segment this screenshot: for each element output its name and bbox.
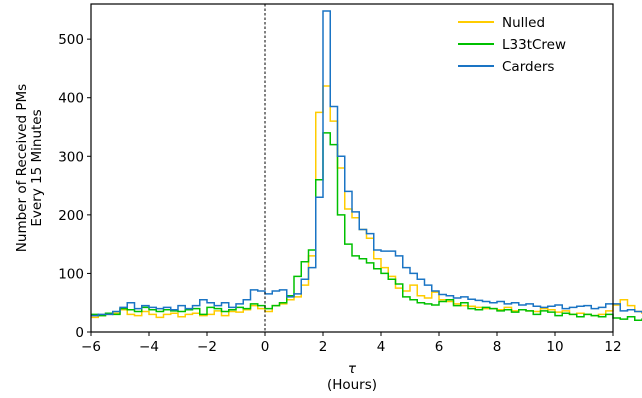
y-axis-label-line1: Number of Received PMs [14,84,30,252]
y-tick-label: 200 [58,208,84,224]
legend-label-l33tcrew: L33tCrew [502,37,566,53]
series-nulled-line [91,85,642,319]
x-tick-label: −2 [197,339,217,355]
x-tick-label: 10 [546,339,563,355]
x-tick-label: 4 [377,339,386,355]
y-tick-label: 0 [75,325,84,341]
plot-frame [90,3,614,333]
x-tick-label: 6 [435,339,444,355]
y-axis-label: Number of Received PMs Every 15 Minutes [14,84,45,252]
legend: Nulled L33tCrew Carders [458,15,566,75]
y-tick-label: 300 [58,149,84,165]
y-tick-label: 400 [58,91,84,107]
x-axis-label: τ [348,361,357,377]
y-axis-label-line2: Every 15 Minutes [29,109,45,226]
x-tick-label: −6 [81,339,101,355]
series-l33tcrew-line [91,132,642,322]
x-axis-unit-label: (Hours) [327,377,377,393]
x-axis-ticks: −6 −4 −2 0 2 4 6 8 10 12 [81,332,622,355]
y-axis-ticks: 0 100 200 300 400 500 [58,32,91,341]
legend-label-carders: Carders [502,59,554,75]
x-tick-label: 0 [261,339,270,355]
series-layer [91,10,642,322]
y-tick-label: 500 [58,32,84,48]
legend-label-nulled: Nulled [502,15,545,31]
y-tick-label: 100 [58,266,84,282]
x-tick-label: 12 [604,339,621,355]
x-tick-label: 2 [319,339,328,355]
x-tick-label: 8 [493,339,502,355]
series-carders-line [91,10,642,317]
x-tick-label: −4 [139,339,159,355]
